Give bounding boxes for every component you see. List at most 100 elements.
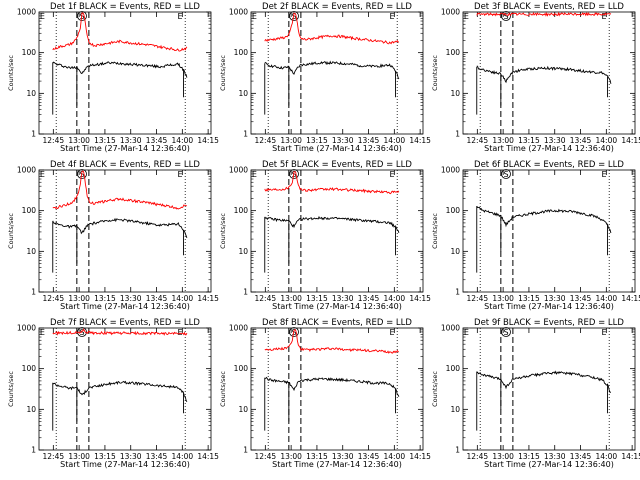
x-tick-label: 13:30 <box>332 294 354 303</box>
x-tick-label: 13:00 <box>492 294 514 303</box>
x-axis-label: Start Time (27-Mar-14 12:36:40) <box>484 460 614 469</box>
x-tick-label: 13:45 <box>358 452 380 461</box>
y-tick-label-100: 100 <box>234 206 249 215</box>
plot-frame <box>462 327 636 451</box>
x-tick-label: 12:45 <box>255 294 277 303</box>
marker-e-3: E <box>602 328 607 337</box>
plot-frame <box>250 11 424 135</box>
svg-text:E: E <box>252 328 257 337</box>
y-axis-label: Counts/sec <box>7 55 15 91</box>
x-tick-label: 13:45 <box>570 294 592 303</box>
y-tick-label-1: 1 <box>31 130 36 139</box>
plot-frame <box>250 327 424 451</box>
panel-det-2f: Det 2f BLACK = Events, RED = LLD 1 10 100 10… <box>219 2 431 153</box>
x-tick-label: 13:45 <box>146 294 168 303</box>
x-axis-label: Start Time (27-Mar-14 12:36:40) <box>272 460 402 469</box>
series-line-events <box>264 215 400 233</box>
marker-e-3: E <box>178 170 183 179</box>
y-tick-label-1: 1 <box>455 288 460 297</box>
y-tick-label-1000: 1000 <box>17 8 36 17</box>
x-tick-label: 13:45 <box>570 452 592 461</box>
y-axis-label: Counts/sec <box>7 213 15 249</box>
chart-title: Det 5f BLACK = Events, RED = LLD <box>262 160 412 170</box>
marker-e-3: E <box>602 12 607 21</box>
x-tick-label: 12:45 <box>43 136 65 145</box>
x-tick-label: 13:30 <box>544 136 566 145</box>
chart-title: Det 3f BLACK = Events, RED = LLD <box>474 2 624 12</box>
marker-e-3: E <box>602 170 607 179</box>
x-tick-label: 13:45 <box>358 294 380 303</box>
x-tick-label: 14:15 <box>409 452 431 461</box>
x-tick-label: 14:00 <box>172 452 194 461</box>
svg-text:E: E <box>40 328 45 337</box>
svg-text:E: E <box>40 12 45 21</box>
svg-text:E: E <box>178 12 183 21</box>
series-line-lld <box>264 328 399 354</box>
x-tick-label: 13:15 <box>94 452 116 461</box>
panel-det-3f: Det 3f BLACK = Events, RED = LLD 1 10 100 10… <box>431 2 640 153</box>
marker-s-2: S <box>501 11 511 21</box>
x-tick-label: 13:30 <box>332 136 354 145</box>
svg-text:S: S <box>503 328 508 337</box>
y-axis-label: Counts/sec <box>219 371 227 407</box>
x-tick-label: 12:45 <box>43 452 65 461</box>
svg-text:E: E <box>602 328 607 337</box>
x-tick-label: 13:30 <box>120 452 142 461</box>
x-tick-label: 13:15 <box>94 136 116 145</box>
x-tick-label: 13:45 <box>570 136 592 145</box>
y-tick-label-100: 100 <box>22 364 37 373</box>
svg-text:E: E <box>390 170 395 179</box>
panel-det-8f: Det 8f BLACK = Events, RED = LLD 1 10 100 10… <box>219 318 431 469</box>
y-tick-label-10: 10 <box>450 405 460 414</box>
chart-title: Det 7f BLACK = Events, RED = LLD <box>50 318 200 328</box>
x-tick-label: 12:45 <box>255 452 277 461</box>
x-tick-label: 14:15 <box>621 294 640 303</box>
series-line-events <box>476 205 612 234</box>
x-tick-label: 12:45 <box>255 136 277 145</box>
panel-det-5f: Det 5f BLACK = Events, RED = LLD 1 10 100 10… <box>219 160 431 311</box>
x-tick-label: 13:30 <box>120 294 142 303</box>
x-tick-label: 14:00 <box>384 136 406 145</box>
plot-frame <box>462 11 636 135</box>
y-axis-label: Counts/sec <box>219 213 227 249</box>
svg-text:S: S <box>503 12 508 21</box>
svg-text:E: E <box>390 328 395 337</box>
x-tick-label: 13:00 <box>280 294 302 303</box>
x-tick-label: 12:45 <box>467 294 489 303</box>
x-axis-label: Start Time (27-Mar-14 12:36:40) <box>484 144 614 153</box>
y-tick-label-1: 1 <box>31 288 36 297</box>
x-axis-label: Start Time (27-Mar-14 12:36:40) <box>60 144 190 153</box>
chart-title: Det 6f BLACK = Events, RED = LLD <box>474 160 624 170</box>
series-line-events <box>52 380 188 403</box>
plot-frame <box>38 169 212 293</box>
marker-s-2: S <box>77 327 87 337</box>
svg-text:E: E <box>464 12 469 21</box>
marker-e-3: E <box>390 328 395 337</box>
x-axis-label: Start Time (27-Mar-14 12:36:40) <box>272 144 402 153</box>
x-tick-label: 14:15 <box>197 452 219 461</box>
series-line-lld <box>476 11 612 17</box>
marker-e-1: E <box>464 328 469 337</box>
series-line-lld <box>264 12 400 45</box>
y-tick-label-100: 100 <box>22 48 37 57</box>
series-line-lld <box>264 171 400 195</box>
marker-e-1: E <box>464 170 469 179</box>
x-tick-label: 13:45 <box>146 136 168 145</box>
y-axis-label: Counts/sec <box>219 55 227 91</box>
y-tick-label-1000: 1000 <box>17 166 36 175</box>
marker-e-1: E <box>40 170 45 179</box>
x-tick-label: 13:00 <box>492 136 514 145</box>
y-tick-label-1000: 1000 <box>441 166 460 175</box>
y-tick-label-100: 100 <box>234 364 249 373</box>
marker-e-1: E <box>252 170 257 179</box>
panel-det-7f: Det 7f BLACK = Events, RED = LLD 1 10 100 10… <box>7 318 219 469</box>
series-line-lld <box>52 170 188 210</box>
y-tick-label-10: 10 <box>238 89 248 98</box>
x-axis-label: Start Time (27-Mar-14 12:36:40) <box>60 460 190 469</box>
x-tick-label: 13:15 <box>518 294 540 303</box>
x-tick-label: 14:00 <box>172 294 194 303</box>
x-tick-label: 14:15 <box>621 452 640 461</box>
marker-e-1: E <box>40 12 45 21</box>
y-tick-label-10: 10 <box>450 247 460 256</box>
